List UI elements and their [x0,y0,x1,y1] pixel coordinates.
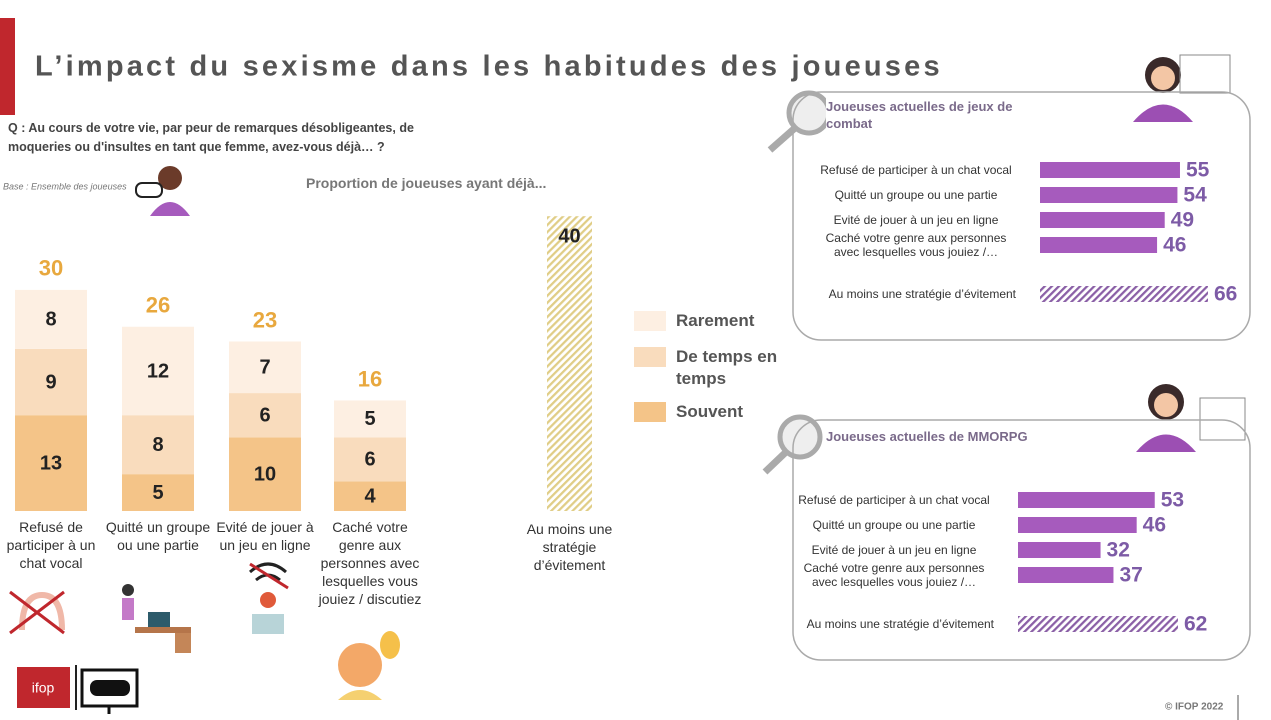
panel-border [792,91,1251,341]
value-label: 7 [259,357,270,379]
bar-segment [122,415,194,475]
logo-box [17,667,70,708]
category-label: Refusé de participer à un chat vocal [820,163,1012,177]
legend-swatch [634,311,666,331]
player-icon [1133,54,1231,122]
value-label: 12 [147,360,169,382]
bar-segment [15,289,87,349]
category-label: Quitté un groupe ou une partie [834,188,998,202]
no-voice-icon [9,590,65,635]
value-label: 54 [1183,184,1207,207]
magnifier-icon [762,414,823,475]
accent-bar [0,18,15,115]
bar-segment [334,437,406,482]
summary-bar [1018,616,1178,632]
bar-segment [334,481,406,511]
bar-segment [15,348,87,416]
value-label: 8 [152,434,163,456]
value-label: 4 [364,486,376,508]
value-label: 9 [45,371,56,393]
bar [1018,567,1114,583]
category-label: Quitté un groupe ou une partie [812,518,976,532]
bar-segment [122,326,194,416]
bar-segment [334,400,406,438]
total-label: 23 [253,307,277,332]
value-label: 46 [1163,234,1186,257]
panel-title: Joueuses actuelles de jeux de combat [826,98,1041,132]
total-label: 30 [39,256,63,281]
bar-segment [229,341,301,394]
panel-border [792,419,1251,661]
bar-segment [122,474,194,511]
category-label: Refusé de participer à un chat vocal [798,493,990,507]
category-label: Quitté un groupe ou une partie [105,519,211,553]
question: Q : Au cours de votre vie, par peur de r… [8,121,414,154]
value-label: 53 [1161,489,1184,512]
category-label: Au moins une stratégie d’évitement [806,617,994,631]
value-label: 6 [364,449,375,471]
legend-label: Souvent [676,402,744,421]
bar [1018,542,1101,558]
value-label: 5 [364,408,375,430]
category-label: Caché votre genre aux personnes avec les… [803,561,985,589]
category-label: Refusé de participer à un chat vocal [6,519,96,571]
bar [1040,187,1178,203]
no-wifi-icon [249,562,289,634]
category-label: Caché votre genre aux personnes avec les… [318,519,422,607]
mask-icon [338,631,400,700]
value-label: 62 [1184,613,1207,636]
value-label: 40 [558,225,580,247]
total-label: 26 [146,293,170,318]
bar-segment [229,393,301,438]
player-icon [1136,384,1246,452]
bar-segment [15,415,87,511]
bar-segment [229,437,301,511]
copyright: © IFOP 2022 [1165,702,1224,713]
desk-icon [122,584,191,653]
bar [547,216,592,511]
value-label: 8 [45,309,56,331]
bar [1018,492,1155,508]
bar [1040,212,1165,228]
bar [1018,517,1137,533]
category-label: Au moins une stratégie d’évitement [828,287,1016,301]
value-label: 55 [1186,159,1210,182]
legend-label: Rarement [676,311,755,330]
summary-bar [1040,286,1208,302]
value-label: 10 [254,463,276,485]
value-label: 46 [1143,514,1166,537]
value-label: 37 [1119,564,1142,587]
legend-label: De temps en temps [676,347,778,388]
bar [1040,237,1158,253]
total-label: 16 [358,366,382,391]
category-label: Caché votre genre aux personnes avec les… [825,231,1007,259]
category-label: Evité de jouer à un jeu en ligne [833,213,999,227]
value-label: 49 [1171,209,1194,232]
slide-title: L’impact du sexisme dans les habitudes d… [35,51,943,83]
chart-subtitle: Proportion de joueuses ayant déjà... [306,175,547,191]
panel-title: Joueuses actuelles de MMORPG [826,428,1041,445]
legend-swatch [634,347,666,367]
value-label: 5 [152,482,163,504]
logo: ifop [32,680,55,696]
base-note: Base : Ensemble des joueuses [3,181,127,191]
value-label: 66 [1214,283,1237,306]
category-label: Evité de jouer à un jeu en ligne [811,543,977,557]
category-label: Au moins une stratégie d’évitement [526,521,613,573]
value-label: 32 [1107,539,1130,562]
value-label: 6 [259,404,270,426]
category-label: Evité de jouer à un jeu en ligne [216,519,314,553]
legend-swatch [634,402,666,422]
game-logo [80,668,139,714]
value-label: 13 [40,452,62,474]
person-icon [135,166,190,216]
bar [1040,162,1180,178]
